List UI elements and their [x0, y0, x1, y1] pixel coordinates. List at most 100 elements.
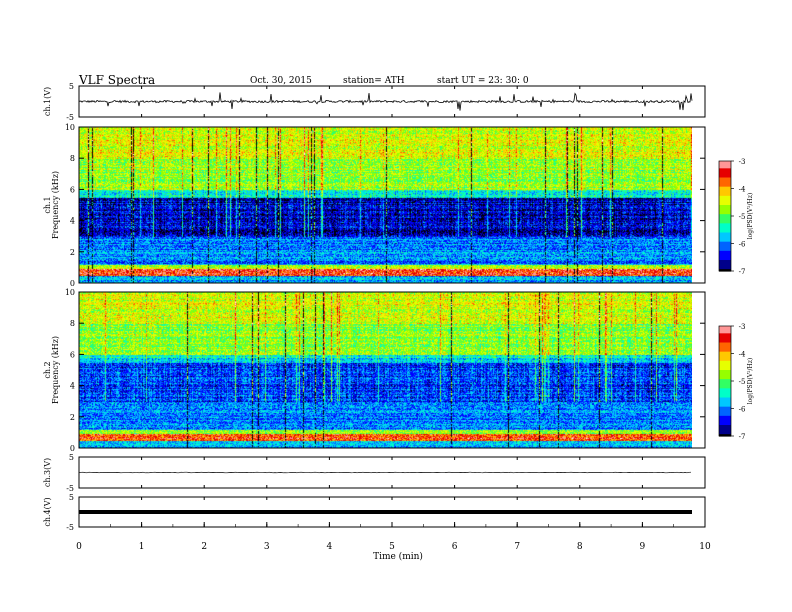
colorbar-swatch — [719, 241, 731, 245]
colorbar-swatch — [719, 333, 731, 336]
colorbar-swatch — [719, 388, 731, 391]
colorbar-swatch — [719, 221, 731, 224]
colorbar-swatch — [719, 384, 731, 388]
colorbar-swatch — [719, 197, 731, 201]
colorbar-swatch — [719, 393, 731, 397]
colorbar-swatch — [719, 338, 731, 342]
colorbar-swatch — [719, 267, 731, 270]
ytick-label: 4 — [70, 217, 75, 226]
colorbar-swatch — [719, 179, 731, 182]
colorbar-swatch — [719, 228, 731, 232]
colorbar-swatch — [719, 342, 731, 345]
colorbar-swatch — [719, 335, 731, 338]
colorbar-swatch — [719, 425, 731, 428]
frequency-axis-label: Frequency (kHz) — [51, 171, 60, 239]
colorbar-swatch — [719, 340, 731, 344]
xtick-label: 6 — [452, 542, 458, 552]
colorbar-swatch — [719, 370, 731, 373]
colorbar-swatch — [719, 364, 731, 367]
colorbar-swatch — [719, 254, 731, 257]
colorbar-swatch — [719, 238, 731, 241]
colorbar-swatch — [719, 261, 731, 265]
waveform-ylabel: ch.4(V) — [43, 497, 52, 526]
colorbar-swatch — [719, 166, 731, 169]
colorbar-swatch — [719, 217, 731, 221]
colorbar-swatch — [719, 252, 731, 256]
waveform-ylabel: ch.3(V) — [43, 458, 52, 487]
colorbar-swatch — [719, 232, 731, 235]
colorbar-swatch — [719, 234, 731, 237]
colorbar-swatch — [719, 375, 731, 378]
colorbar-swatch — [719, 247, 731, 250]
colorbar-swatch — [719, 269, 731, 272]
colorbar-swatch — [719, 359, 731, 362]
colorbar-tick-label: -6 — [739, 406, 746, 414]
colorbar-tick-label: -7 — [739, 433, 746, 441]
waveform-ytick-label: 5 — [69, 453, 74, 462]
colorbar-swatch — [719, 199, 731, 202]
colorbar-swatch — [719, 351, 731, 355]
panels-layer — [78, 92, 731, 514]
colorbar-swatch — [719, 245, 731, 248]
colorbar-swatch — [719, 230, 731, 234]
xtick-label: 2 — [201, 542, 207, 552]
ytick-label: 8 — [70, 319, 75, 328]
colorbar-swatch — [719, 349, 731, 353]
colorbar-swatch — [719, 190, 731, 193]
colorbar-swatch — [719, 208, 731, 212]
colorbar-swatch — [719, 186, 731, 190]
waveform-ytick-label: -5 — [66, 484, 74, 493]
colorbar-swatch — [719, 194, 731, 197]
ytick-label: 0 — [70, 444, 75, 453]
colorbar-swatch — [719, 173, 731, 177]
xtick-label: 7 — [514, 542, 520, 552]
colorbar-swatch — [719, 399, 731, 402]
colorbar-swatch — [719, 172, 731, 175]
colorbar-swatch — [719, 263, 731, 267]
colorbar-swatch — [719, 366, 731, 369]
ytick-label: 10 — [65, 288, 75, 297]
colorbar-swatch — [719, 417, 731, 421]
colorbar-swatch — [719, 419, 731, 422]
colorbar-swatch — [719, 386, 731, 389]
waveform-ytick-label: -5 — [66, 523, 74, 532]
colorbar-swatch — [719, 360, 731, 364]
colorbar-swatch — [719, 406, 731, 410]
colorbar-swatch — [719, 348, 731, 351]
colorbar-swatch — [719, 239, 731, 243]
colorbar-swatch — [719, 214, 731, 217]
ch1-trace — [78, 92, 693, 111]
colorbar-tick-label: -5 — [739, 378, 746, 386]
colorbar-swatch — [719, 250, 731, 254]
ytick-label: 10 — [65, 123, 75, 132]
colorbar-swatch — [719, 243, 731, 246]
colorbar-swatch — [719, 434, 731, 437]
colorbar-swatch — [719, 430, 731, 433]
colorbar-swatch — [719, 362, 731, 366]
ch3-trace — [78, 471, 692, 474]
ytick-label: 2 — [70, 248, 75, 257]
colorbar-swatch — [719, 346, 731, 349]
colorbar-swatch — [719, 236, 731, 239]
colorbar-swatch — [719, 164, 731, 168]
ytick-label: 6 — [70, 185, 75, 194]
colorbar-tick-label: -6 — [739, 241, 746, 249]
panel-frame-2 — [78, 291, 706, 449]
colorbar-swatch — [719, 395, 731, 399]
colorbar-swatch — [719, 415, 731, 419]
panel-frame-1 — [78, 126, 706, 284]
xtick-label: 5 — [389, 542, 395, 552]
xtick-label: 3 — [264, 542, 270, 552]
frequency-axis-label: Frequency (kHz) — [51, 336, 60, 404]
colorbar-label: log(PSD(V²/Hz) — [747, 193, 754, 240]
xtick-label: 0 — [76, 542, 82, 552]
colorbar-swatch — [719, 265, 731, 268]
xtick-label: 8 — [577, 542, 583, 552]
ytick-label: 2 — [70, 413, 75, 422]
colorbar-swatch — [719, 188, 731, 191]
colorbar-swatch — [719, 377, 731, 380]
panel-channel-label: ch.1 — [43, 196, 52, 213]
colorbar-swatch — [719, 258, 731, 261]
colorbar-swatch — [719, 195, 731, 199]
colorbar-swatch — [719, 256, 731, 259]
